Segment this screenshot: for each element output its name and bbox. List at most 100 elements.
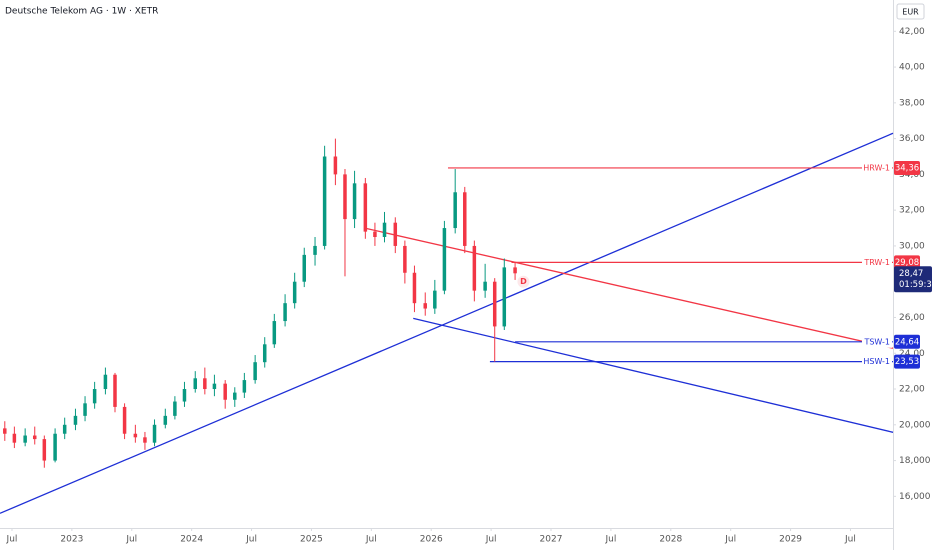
candle-body xyxy=(343,174,347,220)
candle-body xyxy=(223,383,227,400)
level-price-box xyxy=(894,334,920,349)
candle-body xyxy=(453,192,457,229)
x-tick-label: 2029 xyxy=(779,535,802,545)
candle-body xyxy=(212,383,217,390)
candle-body xyxy=(92,389,97,404)
candle-body xyxy=(62,424,67,434)
candle-body xyxy=(42,439,47,461)
candle-body xyxy=(182,389,187,402)
candle-body xyxy=(272,321,277,345)
x-tick-label: Jul xyxy=(485,535,497,545)
x-tick-label: Jul xyxy=(844,535,856,545)
candle-body xyxy=(393,222,398,246)
candle-body xyxy=(73,415,78,425)
level-name-bg xyxy=(862,355,892,368)
candle-body xyxy=(472,245,477,291)
candle-body xyxy=(233,392,237,400)
level-name: HRW-1 xyxy=(863,163,890,172)
x-tick-label: Jul xyxy=(724,535,736,545)
candle-body xyxy=(322,156,327,246)
level-price-box xyxy=(894,160,920,175)
candle-body xyxy=(173,401,177,416)
candle-body xyxy=(3,428,7,434)
level-name-bg xyxy=(862,161,892,174)
candle-body xyxy=(12,433,17,443)
y-tick-label: 36,00 xyxy=(899,134,925,144)
candle-body xyxy=(113,374,117,407)
y-tick-label: 26,00 xyxy=(899,313,925,323)
y-tick-label: 38,00 xyxy=(899,98,925,108)
candle-body xyxy=(352,183,357,220)
currency: EUR xyxy=(902,8,919,17)
x-tick-label: 2027 xyxy=(540,535,563,545)
candle-body xyxy=(302,254,307,282)
candle-body xyxy=(32,435,37,440)
candle-body xyxy=(412,272,417,304)
y-tick-label: 42,00 xyxy=(899,27,925,37)
level-name-bg xyxy=(862,256,892,269)
chart-title: Deutsche Telekom AG · 1W · XETR xyxy=(5,7,158,17)
y-tick-label: 20,000 xyxy=(899,420,931,430)
candle-body xyxy=(502,267,507,327)
y-tick-label: 18,000 xyxy=(899,456,931,466)
candle-body xyxy=(363,183,368,232)
candle-body xyxy=(292,281,297,304)
candle-body xyxy=(103,374,108,390)
trendline xyxy=(0,132,894,514)
candle-body xyxy=(423,303,427,309)
x-tick-label: Jul xyxy=(125,535,137,545)
candle-body xyxy=(253,362,257,381)
candle-body xyxy=(53,433,57,461)
candle-body xyxy=(133,433,138,438)
y-tick-label: 22,00 xyxy=(899,385,925,395)
candle-body xyxy=(23,435,27,443)
level-name: HSW-1 xyxy=(863,357,890,366)
y-tick-label: 24,00 xyxy=(899,349,925,359)
candle-body xyxy=(513,267,517,274)
level-name-bg xyxy=(862,335,892,348)
candle-body xyxy=(382,222,387,237)
y-tick-label: 32,00 xyxy=(899,206,925,216)
candle-body xyxy=(373,231,377,237)
candle-body xyxy=(203,378,207,390)
candle-body xyxy=(313,245,317,255)
candle-body xyxy=(433,290,437,309)
last-price: 28,47 xyxy=(899,269,923,279)
level-price: 34,36 xyxy=(895,163,919,173)
x-tick-label: 2026 xyxy=(420,535,443,545)
x-tick-label: 2023 xyxy=(60,535,83,545)
last-price-box xyxy=(894,266,932,293)
currency-box[interactable] xyxy=(896,3,925,20)
candle-body xyxy=(333,156,338,175)
level-price: 29,08 xyxy=(895,258,919,268)
candle-body xyxy=(122,406,127,434)
trendline xyxy=(413,317,894,433)
x-tick-label: Jul xyxy=(604,535,616,545)
x-tick-label: 2024 xyxy=(180,535,203,545)
level-price: 23,53 xyxy=(895,357,919,367)
candle-body xyxy=(492,281,497,327)
y-tick-label: 40,00 xyxy=(899,63,925,73)
candle-body xyxy=(152,424,157,443)
candle-body xyxy=(283,303,287,322)
x-tick-label: Jul xyxy=(245,535,257,545)
candle-body xyxy=(242,380,247,393)
candle-body xyxy=(143,437,147,443)
x-tick-label: Jul xyxy=(6,535,18,545)
candle-body xyxy=(442,228,447,291)
y-tick-label: 16,000 xyxy=(899,492,931,502)
y-tick-label: 30,00 xyxy=(899,241,925,251)
candle-body xyxy=(403,245,407,273)
level-name: TSW-1 xyxy=(863,337,890,346)
countdown: 01:59:37 xyxy=(899,280,932,290)
candle-body xyxy=(262,344,267,363)
candle-body xyxy=(463,192,467,246)
trendline xyxy=(365,227,894,349)
x-tick-label: 2028 xyxy=(659,535,682,545)
x-tick-label: Jul xyxy=(365,535,377,545)
candle-body xyxy=(483,281,487,291)
event-marker-label: D xyxy=(520,277,527,286)
level-price-box xyxy=(894,255,920,270)
